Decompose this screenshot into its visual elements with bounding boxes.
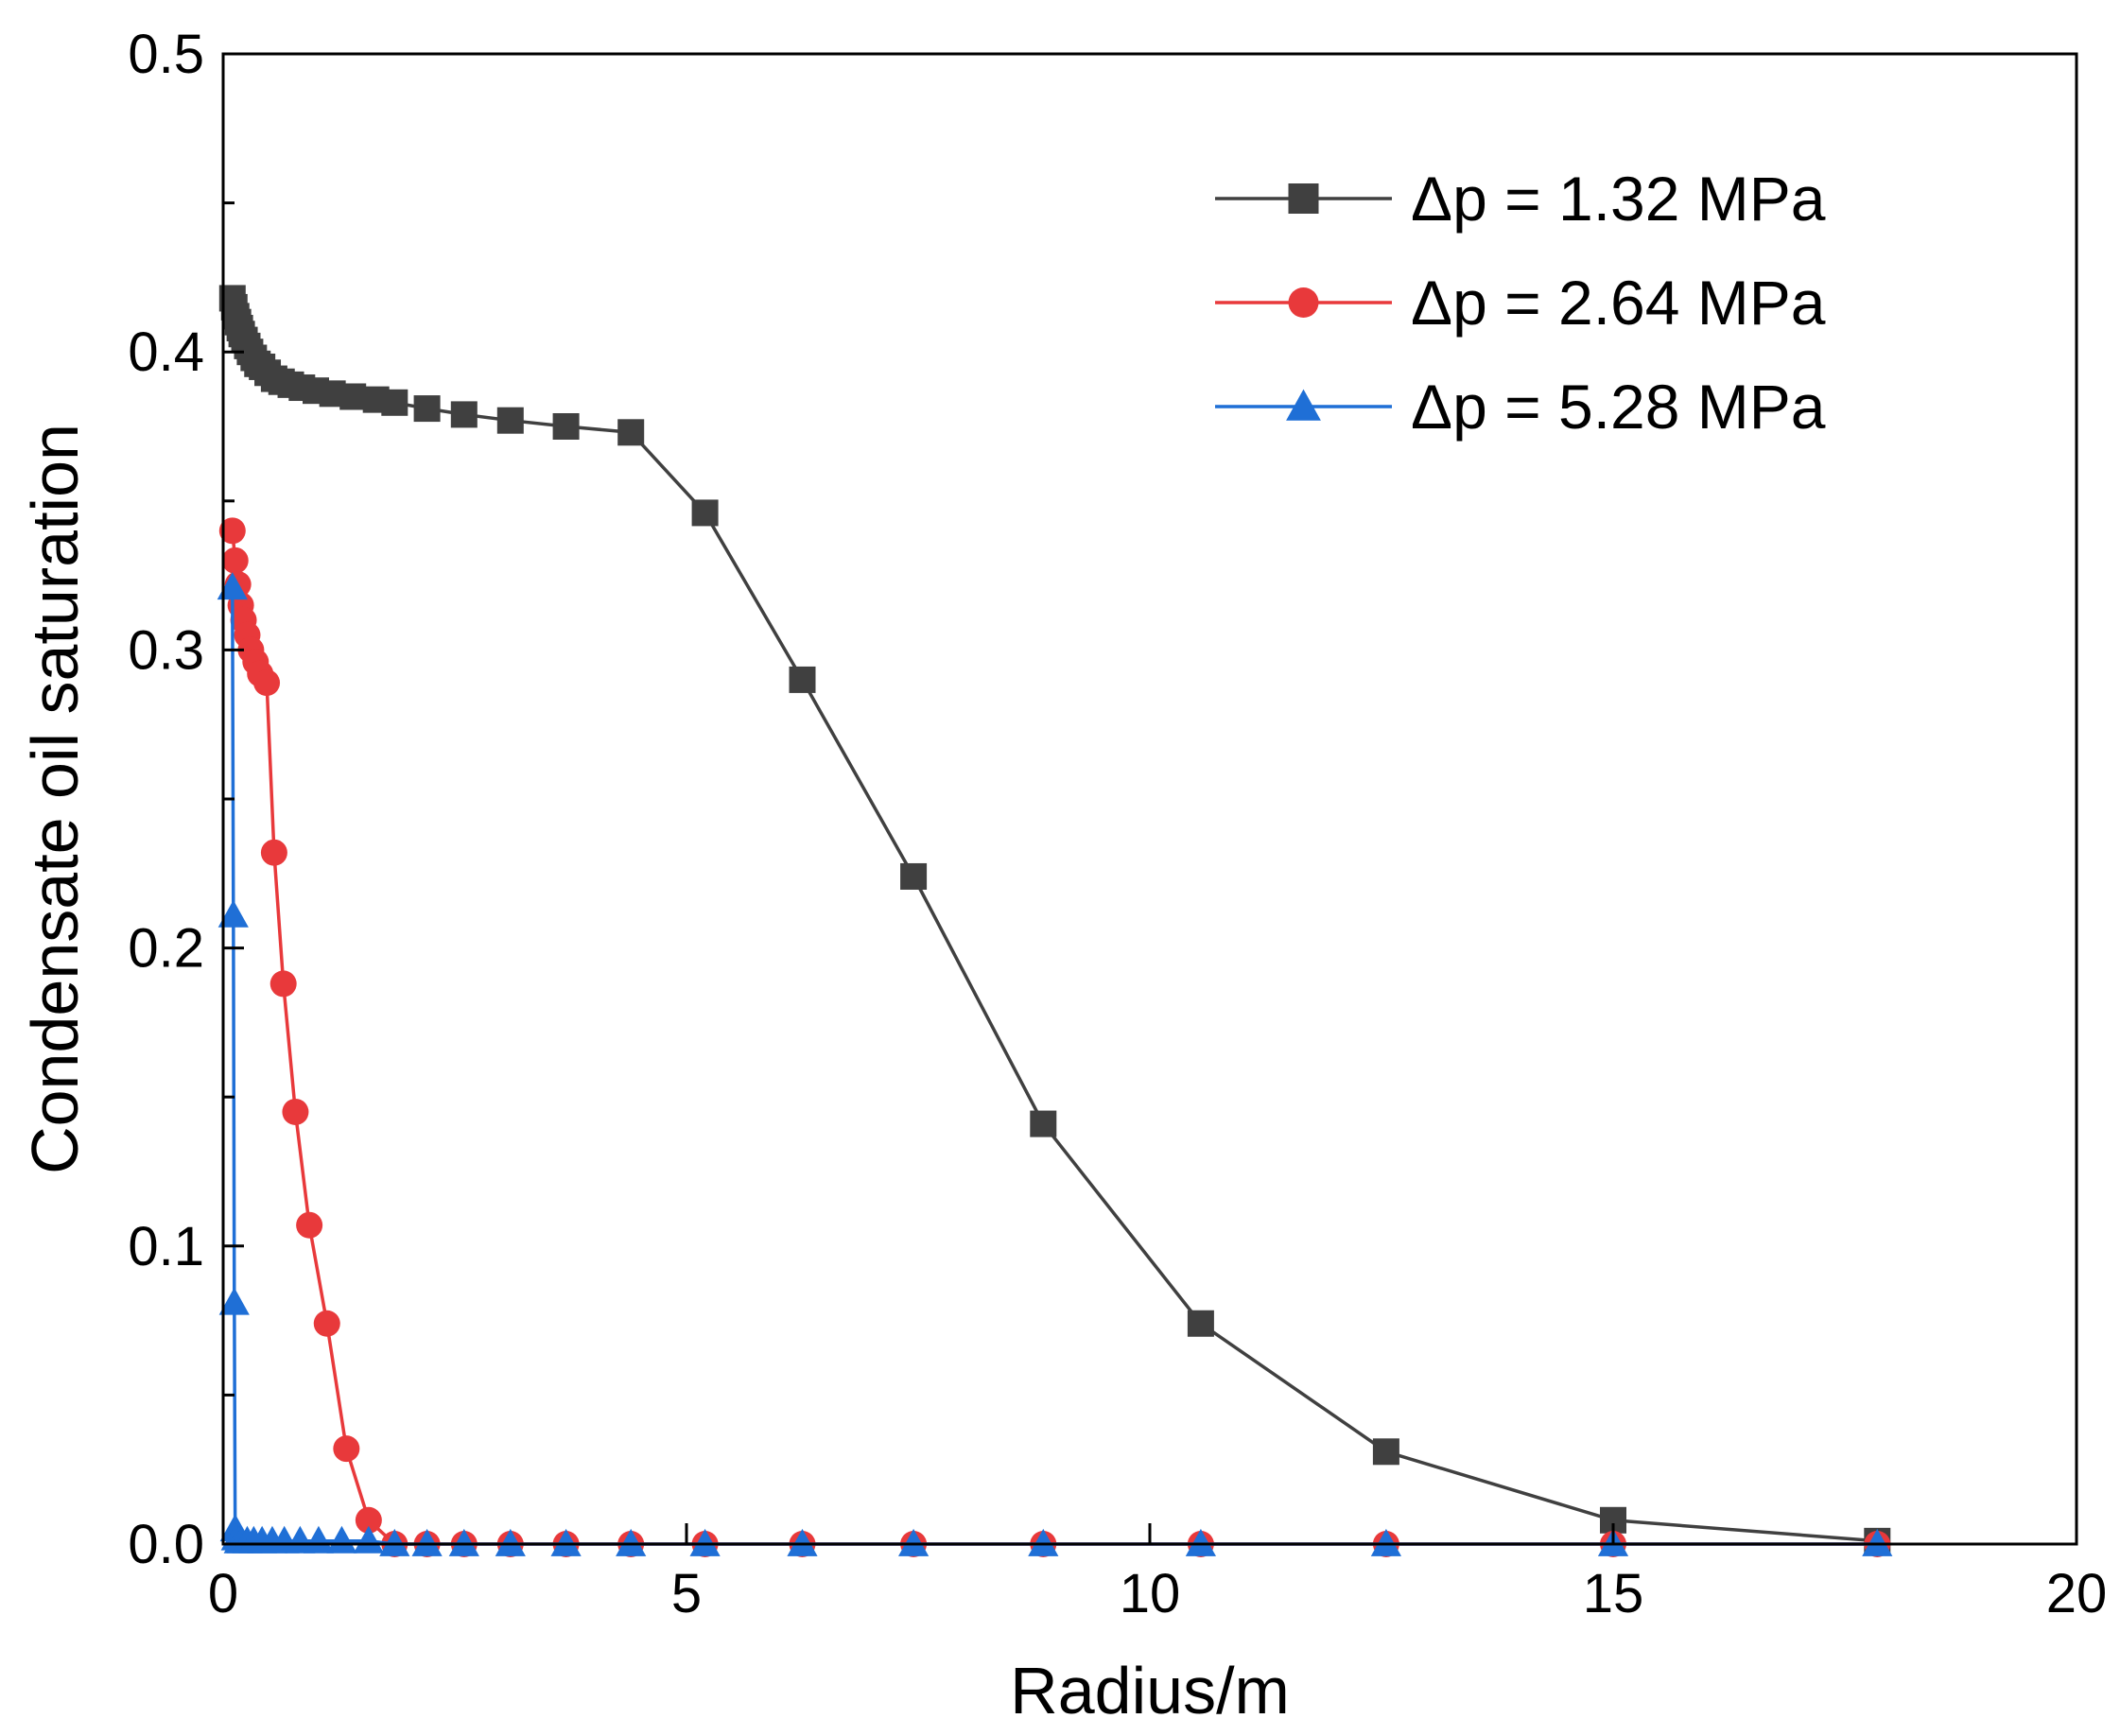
series-layer <box>217 285 1893 1557</box>
data-point-dp-5-28 <box>218 1287 250 1315</box>
data-point-dp-5-28 <box>1185 1528 1216 1556</box>
series-dp-1-32 <box>218 285 1891 1554</box>
data-point-dp-2-64 <box>355 1506 382 1534</box>
x-axis-title: Radius/m <box>1010 1654 1290 1727</box>
data-point-dp-5-28 <box>495 1528 526 1556</box>
data-point-dp-2-64 <box>282 1098 309 1125</box>
data-point-dp-5-28 <box>1370 1528 1401 1556</box>
y-tick-label: 0.1 <box>128 1216 204 1277</box>
data-point-dp-5-28 <box>379 1528 410 1556</box>
data-point-dp-2-64 <box>260 839 287 866</box>
data-point-dp-1-32 <box>496 407 524 434</box>
data-point-dp-2-64 <box>313 1310 340 1337</box>
x-tick-label: 5 <box>671 1563 702 1624</box>
data-point-dp-1-32 <box>1187 1310 1214 1337</box>
legend-label-dp-2-64: Δp = 2.64 MPa <box>1411 268 1826 338</box>
y-axis-title: Condensate oil saturation <box>18 424 92 1174</box>
legend-marker-dp-2-64 <box>1288 287 1319 318</box>
data-point-dp-5-28 <box>411 1528 443 1556</box>
data-point-dp-1-32 <box>1030 1110 1057 1137</box>
x-tick-label: 15 <box>1583 1563 1644 1624</box>
data-point-dp-5-28 <box>303 1525 335 1554</box>
legend: Δp = 1.32 MPa Δp = 2.64 MPa Δp = 5.28 MPa <box>1215 164 1826 442</box>
legend-label-dp-1-32: Δp = 1.32 MPa <box>1411 164 1826 234</box>
data-point-dp-5-28 <box>326 1525 357 1554</box>
data-point-dp-1-32 <box>450 401 478 428</box>
axis-ticks: 0 5 10 15 20 0.0 0.1 0.2 0.3 0.4 0.5 <box>128 24 2107 1624</box>
data-point-dp-5-28 <box>353 1525 384 1554</box>
x-tick-label: 0 <box>208 1563 238 1624</box>
data-point-dp-5-28 <box>689 1528 721 1556</box>
data-point-dp-5-28 <box>898 1528 930 1556</box>
legend-item-dp-2-64: Δp = 2.64 MPa <box>1215 268 1826 338</box>
y-tick-label: 0.0 <box>128 1514 204 1575</box>
y-tick-label: 0.2 <box>128 918 204 980</box>
data-point-dp-1-32 <box>691 499 719 527</box>
data-point-dp-1-32 <box>617 419 645 446</box>
y-tick-label: 0.3 <box>128 619 204 681</box>
y-tick-label: 0.5 <box>128 24 204 85</box>
data-point-dp-2-64 <box>269 970 297 998</box>
data-point-dp-5-28 <box>217 572 248 600</box>
data-point-dp-2-64 <box>296 1211 323 1239</box>
data-point-dp-2-64 <box>253 669 281 697</box>
data-point-dp-2-64 <box>333 1435 360 1463</box>
data-point-dp-2-64 <box>221 547 249 574</box>
data-point-dp-1-32 <box>900 862 928 890</box>
legend-item-dp-5-28: Δp = 5.28 MPa <box>1215 372 1826 442</box>
data-point-dp-5-28 <box>550 1528 582 1556</box>
legend-label-dp-5-28: Δp = 5.28 MPa <box>1411 372 1826 442</box>
data-point-dp-5-28 <box>787 1528 818 1556</box>
data-point-dp-1-32 <box>413 395 441 423</box>
legend-item-dp-1-32: Δp = 1.32 MPa <box>1215 164 1826 234</box>
data-point-dp-1-32 <box>339 383 367 410</box>
y-tick-label: 0.4 <box>128 321 204 383</box>
data-point-dp-1-32 <box>1372 1438 1399 1466</box>
data-point-dp-5-28 <box>1028 1528 1059 1556</box>
data-point-dp-1-32 <box>552 413 580 440</box>
data-point-dp-1-32 <box>789 666 816 693</box>
data-point-dp-2-64 <box>218 517 246 545</box>
data-point-dp-5-28 <box>217 899 249 928</box>
legend-marker-dp-1-32 <box>1288 183 1319 214</box>
x-tick-label: 10 <box>1120 1563 1181 1624</box>
legend-marker-dp-5-28 <box>1286 389 1321 421</box>
data-point-dp-5-28 <box>616 1528 647 1556</box>
data-point-dp-5-28 <box>1862 1528 1893 1556</box>
x-tick-label: 20 <box>2046 1563 2108 1624</box>
data-point-dp-5-28 <box>448 1528 479 1556</box>
data-point-dp-1-32 <box>381 389 408 416</box>
